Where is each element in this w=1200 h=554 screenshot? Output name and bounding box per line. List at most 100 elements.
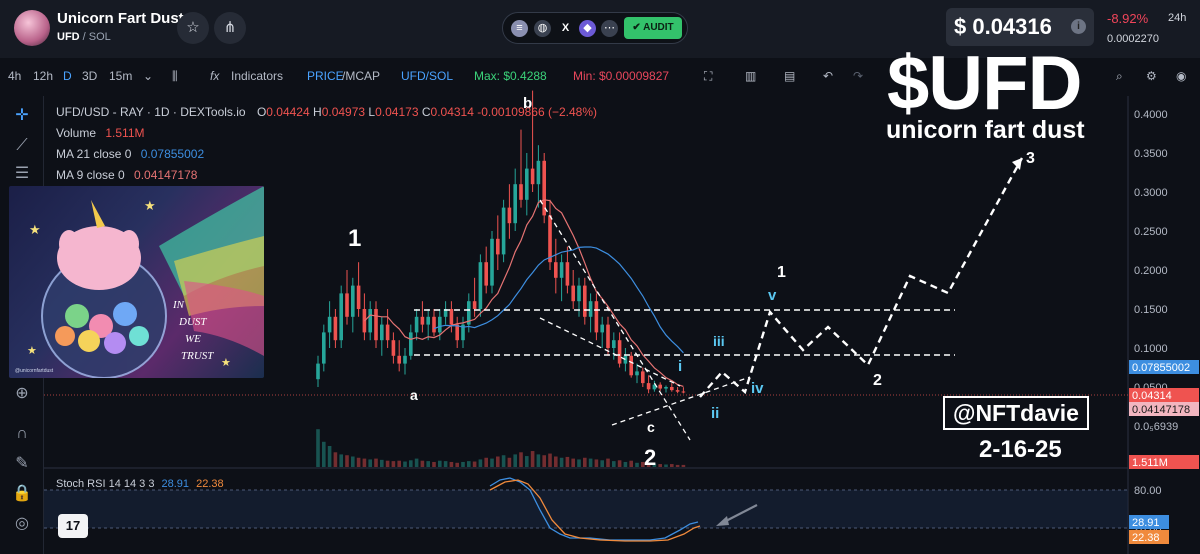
price-toggle[interactable]: PRICE	[307, 69, 344, 83]
volume-bar	[675, 464, 680, 467]
x-icon[interactable]: X	[561, 22, 570, 34]
gear-icon[interactable]: ⚙	[1146, 69, 1157, 83]
globe-icon[interactable]: ◍	[534, 20, 551, 37]
share-icon[interactable]: ⋔	[214, 12, 246, 44]
undo-icon[interactable]: ↶	[823, 69, 834, 83]
coin-pair: UFD / SOL	[57, 31, 111, 43]
lines-icon[interactable]: ☰	[14, 165, 30, 182]
volume-bar	[327, 446, 332, 467]
crosshair-icon[interactable]: ✛	[15, 107, 29, 124]
legend-close: 0.04314	[430, 105, 474, 119]
pair-toggle[interactable]: UFD/SOL	[401, 69, 454, 83]
timeframe-4h[interactable]: 4h	[8, 69, 22, 83]
star-icon[interactable]: ☆	[177, 12, 209, 44]
candle-body	[414, 316, 419, 333]
more-icon[interactable]: ⋯	[601, 20, 618, 37]
rsi-tick-label: 80.00	[1134, 485, 1162, 497]
indicators-icon[interactable]: fx	[210, 69, 220, 83]
mcap-toggle[interactable]: /MCAP	[342, 69, 381, 83]
candles	[316, 90, 686, 394]
telegram-icon[interactable]: ◆	[579, 20, 596, 37]
audit-button[interactable]: ✔ AUDIT	[624, 17, 682, 39]
art-credit: @unicornfartdust	[15, 368, 54, 374]
volume-bar	[641, 461, 645, 467]
volume-bar	[374, 458, 378, 467]
camera-icon[interactable]: ◉	[1176, 69, 1187, 83]
candle-body	[583, 285, 587, 317]
fullscreen-icon[interactable]: ⛶	[704, 69, 713, 83]
candle-body	[635, 371, 639, 376]
price-label-box	[1129, 455, 1199, 469]
candle-body	[327, 316, 332, 333]
volume-bar	[426, 461, 430, 467]
rsi-label: Stoch RSI 14 14 3 3	[56, 478, 155, 490]
candle-body	[374, 309, 378, 341]
volume-bar	[507, 457, 512, 467]
timeframe-15m[interactable]: 15m	[109, 69, 133, 83]
candle-body	[670, 387, 674, 391]
zoom-icon[interactable]: ⌕	[1116, 69, 1123, 83]
volume-bar	[478, 459, 483, 467]
indicators-button[interactable]: Indicators	[231, 69, 284, 83]
volume-bar	[559, 457, 564, 467]
candle-body	[606, 324, 610, 348]
chart-toolbar: 4h 12h D 3D 15m ⌄ ⫼ fx Indicators PRICE …	[0, 62, 1200, 90]
candle-body	[368, 309, 372, 333]
legend-ma21: MA 21 close 0 0.07855002	[56, 144, 597, 165]
subtitle-overlay: unicorn fart dust	[886, 116, 1085, 144]
candle-body	[426, 316, 430, 325]
volume-bar	[322, 441, 326, 467]
redo-icon[interactable]: ↷	[853, 69, 864, 83]
volume-bar	[525, 456, 529, 467]
lock-icon[interactable]: 🔒	[12, 485, 32, 502]
wave-label: ii	[711, 405, 719, 422]
price-value: $ 0.04316	[954, 14, 1052, 39]
zoom-in-icon[interactable]: ⊕	[15, 385, 29, 402]
wave-label: iv	[751, 380, 764, 397]
rsi-label-box	[1129, 530, 1169, 544]
magnet-icon[interactable]: ∩	[16, 425, 28, 442]
volume-bar	[351, 456, 355, 467]
candle-body	[565, 262, 570, 286]
timeframe-12h[interactable]: 12h	[33, 69, 54, 83]
candle-body	[594, 301, 599, 333]
candle-body	[339, 293, 343, 341]
candle-body	[600, 324, 604, 333]
candle-type-icon[interactable]: ⫼	[172, 69, 178, 83]
candle-body	[316, 363, 320, 380]
candle-body	[513, 184, 517, 224]
volume-bar	[490, 458, 494, 467]
volume-bar	[484, 457, 488, 467]
candle-body	[443, 309, 448, 317]
ma9-label: MA 9 close 0	[56, 168, 125, 182]
volume-bar	[316, 429, 320, 467]
star-decoration: ★	[29, 222, 41, 237]
candle-body	[403, 355, 407, 364]
explorer-icon[interactable]: ≡	[511, 20, 528, 37]
candle-body	[333, 316, 338, 341]
trendline-icon[interactable]: ⟋	[16, 137, 28, 154]
candle-body	[345, 293, 349, 317]
chevron-down-icon[interactable]: ⌄	[143, 69, 154, 83]
candle-body	[629, 355, 633, 376]
bars-icon[interactable]: ▥	[745, 69, 757, 83]
volume-bar	[600, 460, 604, 467]
channel-line	[539, 199, 691, 441]
candle-body	[664, 387, 668, 389]
price-change: -8.92%	[1107, 11, 1149, 26]
candle-body	[351, 285, 355, 317]
eye-icon[interactable]: ◎	[15, 515, 29, 532]
info-icon[interactable]: i	[1071, 19, 1086, 34]
wave-label: 2	[873, 372, 882, 389]
candle-body	[507, 207, 512, 224]
timeframe-d[interactable]: D	[63, 69, 72, 83]
timeframe-3d[interactable]: 3D	[82, 69, 98, 83]
volume-bar	[530, 451, 535, 467]
pencil-icon[interactable]: ✎	[15, 455, 29, 472]
candle-body	[438, 316, 442, 333]
candle-body	[658, 384, 662, 389]
chart-legend: UFD/USD - RAY · 1D · DEXTools.io O0.0442…	[56, 102, 597, 186]
chart-icon[interactable]: ▤	[784, 69, 796, 83]
